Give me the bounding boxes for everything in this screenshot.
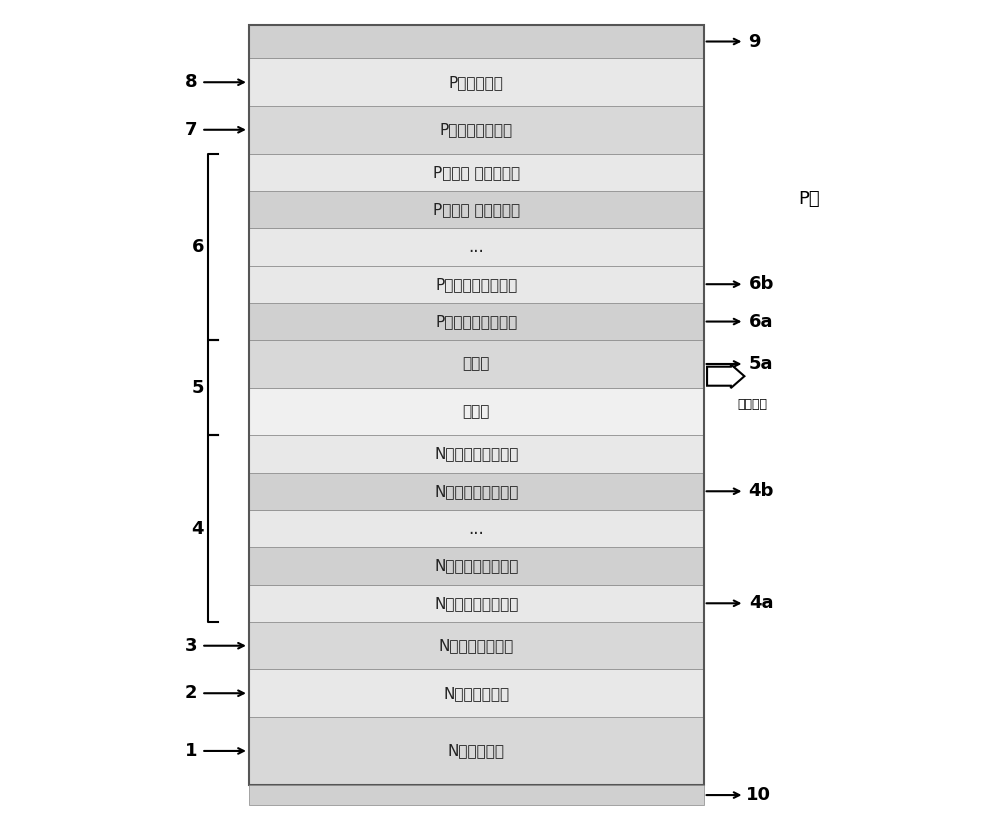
Text: 6a: 6a [749, 313, 774, 331]
Text: N型掺杂低折射率层: N型掺杂低折射率层 [434, 446, 518, 462]
Text: P型掺杂低折射率层: P型掺杂低折射率层 [435, 277, 517, 291]
Bar [249, 340, 704, 388]
Text: 6b: 6b [749, 275, 774, 293]
Text: 中心腔: 中心腔 [463, 404, 490, 419]
Bar [249, 622, 704, 669]
Text: P型掺杂 高折射率层: P型掺杂 高折射率层 [433, 202, 520, 217]
Text: 5a: 5a [749, 355, 774, 373]
Text: 3: 3 [185, 637, 197, 655]
Text: P型: P型 [798, 190, 820, 208]
Text: 9: 9 [748, 32, 761, 50]
Bar [249, 547, 704, 584]
Text: ...: ... [468, 238, 484, 256]
Text: ...: ... [468, 519, 484, 537]
Bar [249, 717, 704, 785]
Text: N型掺杂衬底: N型掺杂衬底 [448, 743, 505, 759]
Bar [249, 669, 704, 717]
Bar [249, 584, 704, 622]
Bar [249, 785, 704, 805]
Text: 5: 5 [192, 379, 204, 397]
Bar [249, 435, 704, 472]
Bar [249, 266, 704, 303]
Text: N型掺杂低折射率层: N型掺杂低折射率层 [434, 596, 518, 611]
Text: 4: 4 [192, 519, 204, 537]
Text: 4a: 4a [749, 594, 774, 612]
Bar [249, 510, 704, 547]
Bar [249, 191, 704, 228]
Text: 4b: 4b [749, 482, 774, 500]
Bar [249, 228, 704, 266]
Text: P型掺杂 低折射率层: P型掺杂 低折射率层 [433, 165, 520, 179]
Bar [249, 303, 704, 340]
Text: N型掺杂高折射率层: N型掺杂高折射率层 [434, 484, 518, 499]
Text: P型掺杂上限制层: P型掺杂上限制层 [440, 123, 513, 137]
Bar [249, 154, 704, 191]
Text: N型掺杂下限制层: N型掺杂下限制层 [439, 638, 514, 653]
Bar [249, 25, 704, 785]
Text: P型掺杂盖层: P型掺杂盖层 [449, 75, 504, 90]
Bar [249, 472, 704, 510]
Text: N型掺杂缓冲层: N型掺杂缓冲层 [443, 686, 509, 700]
Text: 6: 6 [192, 238, 204, 256]
Text: N型掺杂高折射率层: N型掺杂高折射率层 [434, 559, 518, 574]
Bar [249, 106, 704, 154]
Text: 10: 10 [745, 786, 770, 804]
Bar [249, 388, 704, 435]
Text: 有源区: 有源区 [463, 356, 490, 371]
Text: 激光输出: 激光输出 [738, 398, 768, 411]
Bar [249, 58, 704, 106]
Text: 8: 8 [185, 73, 197, 91]
Text: 1: 1 [185, 742, 197, 760]
FancyArrow shape [707, 365, 744, 388]
Text: 2: 2 [185, 684, 197, 702]
Text: 7: 7 [185, 121, 197, 139]
Text: P型掺杂高折射率层: P型掺杂高折射率层 [435, 314, 517, 329]
Bar [249, 25, 704, 58]
